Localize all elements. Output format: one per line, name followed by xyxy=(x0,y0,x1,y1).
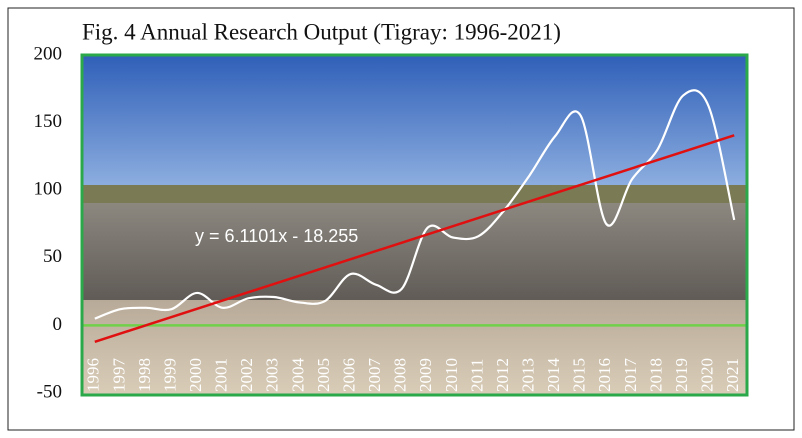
x-tick-label: 2015 xyxy=(570,358,589,392)
x-tick-label: 2009 xyxy=(416,358,435,392)
x-tick-label: 2017 xyxy=(621,358,640,393)
x-tick-label: 2020 xyxy=(698,358,717,392)
x-tick-label: 1997 xyxy=(109,358,128,393)
x-tick-label: 2005 xyxy=(314,358,333,392)
trend-equation: y = 6.1101x - 18.255 xyxy=(195,226,358,246)
y-tick-label: 50 xyxy=(43,246,62,267)
x-tick-label: 2003 xyxy=(263,358,282,392)
x-tick-label: 2021 xyxy=(723,358,742,392)
y-tick-label: 200 xyxy=(34,43,63,64)
background-photo xyxy=(82,55,747,395)
x-tick-label: 2000 xyxy=(186,358,205,392)
x-tick-label: 2019 xyxy=(672,358,691,392)
x-tick-label: 2011 xyxy=(467,359,486,392)
x-tick-label: 2012 xyxy=(493,358,512,392)
y-tick-label: 0 xyxy=(53,314,63,335)
x-tick-label: 1996 xyxy=(84,358,103,392)
x-tick-label: 2008 xyxy=(391,358,410,392)
x-tick-label: 2002 xyxy=(237,358,256,392)
x-tick-label: 1999 xyxy=(160,358,179,392)
x-tick-label: 2001 xyxy=(212,358,231,392)
x-tick-label: 2018 xyxy=(646,358,665,392)
x-tick-label: 2006 xyxy=(339,358,358,392)
x-tick-label: 2004 xyxy=(288,358,307,393)
y-tick-label: -50 xyxy=(37,381,62,402)
x-tick-label: 2007 xyxy=(365,358,384,393)
y-tick-label: 100 xyxy=(34,179,63,200)
y-tick-label: 150 xyxy=(34,111,63,132)
chart: Fig. 4 Annual Research Output (Tigray: 1… xyxy=(0,0,802,438)
x-tick-label: 2014 xyxy=(544,358,563,393)
x-tick-label: 2016 xyxy=(595,358,614,392)
x-tick-label: 2010 xyxy=(442,358,461,392)
x-tick-label: 1998 xyxy=(135,358,154,392)
x-tick-label: 2013 xyxy=(519,358,538,392)
chart-title: Fig. 4 Annual Research Output (Tigray: 1… xyxy=(82,19,561,44)
